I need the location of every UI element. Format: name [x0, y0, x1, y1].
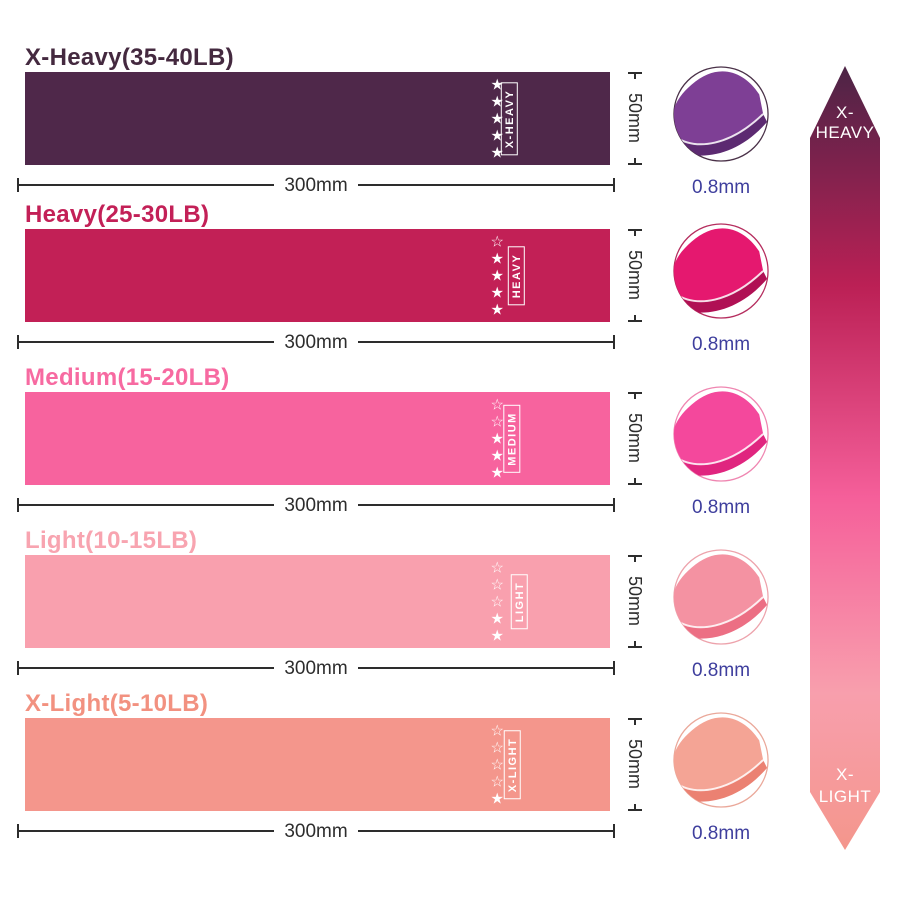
width-label: 300mm [284, 174, 348, 196]
dimension-line [357, 341, 614, 343]
height-label: 50mm [625, 576, 645, 627]
star-rating: ☆ ☆ ★ ★ ★ [490, 396, 504, 481]
dimension-tick [628, 640, 642, 648]
dimension-line [19, 341, 275, 343]
dimension-tick [17, 824, 19, 838]
thickness-photo: 0.8mm [668, 548, 774, 682]
width-dimension: 300mm [17, 494, 616, 516]
band-title: Heavy(25-30LB) [25, 201, 210, 228]
band-row-x-light: X-Light(5-10LB) ☆ ☆ ☆ ☆ ★ X-LIGHT 300mm … [0, 690, 900, 853]
thickness-photo: 0.8mm [668, 65, 774, 199]
band-fold-image [673, 66, 769, 162]
dimension-tick [17, 335, 19, 349]
dimension-line [357, 184, 614, 186]
band-title: Light(10-15LB) [25, 527, 198, 554]
width-label: 300mm [284, 331, 348, 353]
dimension-tick [613, 661, 616, 675]
dimension-tick [17, 498, 19, 512]
resistance-scale: X- HEAVY X- LIGHT [810, 66, 880, 855]
band-swatch: ☆ ☆ ☆ ☆ ★ X-LIGHT [25, 718, 610, 811]
dimension-line [19, 667, 275, 669]
band-strength-tag: X-LIGHT [503, 730, 521, 799]
band-title: Medium(15-20LB) [25, 364, 230, 391]
height-label: 50mm [625, 93, 645, 144]
thickness-photo: 0.8mm [668, 711, 774, 845]
band-fold-image [673, 712, 769, 808]
dimension-line [19, 830, 275, 832]
height-dimension: 50mm [620, 72, 650, 165]
scale-bottom-label-line2: LIGHT [819, 787, 872, 806]
dimension-tick [628, 314, 642, 322]
band-fold-image [673, 549, 769, 645]
height-label: 50mm [625, 739, 645, 790]
thickness-photo: 0.8mm [668, 385, 774, 519]
height-dimension: 50mm [620, 718, 650, 811]
band-title: X-Heavy(35-40LB) [25, 44, 234, 71]
band-strength-tag: LIGHT [510, 574, 528, 629]
dimension-tick [628, 803, 642, 811]
band-row-x-heavy: X-Heavy(35-40LB) ★ ★ ★ ★ ★ X-HEAVY 300mm… [0, 44, 900, 207]
star-rating: ★ ★ ★ ★ ★ [490, 76, 504, 161]
band-swatch: ☆ ☆ ☆ ★ ★ LIGHT [25, 555, 610, 648]
width-dimension: 300mm [17, 331, 616, 353]
scale-top-label-line2: HEAVY [816, 123, 875, 142]
height-label: 50mm [625, 250, 645, 301]
band-swatch: ★ ★ ★ ★ ★ X-HEAVY [25, 72, 610, 165]
width-label: 300mm [284, 820, 348, 842]
dimension-line [357, 504, 614, 506]
star-rating: ☆ ★ ★ ★ ★ [490, 233, 504, 318]
star-rating: ☆ ☆ ☆ ☆ ★ [490, 722, 504, 807]
scale-top-label-line1: X- [836, 103, 854, 122]
dimension-tick [613, 178, 616, 192]
height-dimension: 50mm [620, 392, 650, 485]
dimension-line [19, 504, 275, 506]
scale-bottom-label-line1: X- [836, 765, 854, 784]
height-label: 50mm [625, 413, 645, 464]
band-fold-image [673, 223, 769, 319]
band-fold-image [673, 386, 769, 482]
height-dimension: 50mm [620, 555, 650, 648]
dimension-tick [17, 661, 19, 675]
band-swatch: ☆ ★ ★ ★ ★ HEAVY [25, 229, 610, 322]
dimension-tick [17, 178, 19, 192]
dimension-tick [628, 157, 642, 165]
dimension-tick [628, 718, 642, 725]
thickness-label: 0.8mm [691, 334, 751, 355]
arrow-shape [810, 66, 880, 850]
resistance-scale-arrow: X- HEAVY X- LIGHT [810, 66, 880, 850]
dimension-tick [628, 72, 642, 79]
dimension-tick [628, 392, 642, 399]
star-rating: ☆ ☆ ☆ ★ ★ [490, 559, 504, 644]
width-dimension: 300mm [17, 657, 616, 679]
width-dimension: 300mm [17, 174, 616, 196]
thickness-label: 0.8mm [691, 660, 751, 681]
dimension-tick [613, 498, 616, 512]
band-row-light: Light(10-15LB) ☆ ☆ ☆ ★ ★ LIGHT 300mm 50m… [0, 527, 900, 690]
band-strength-tag: X-HEAVY [501, 82, 519, 155]
width-label: 300mm [284, 657, 348, 679]
dimension-line [357, 667, 614, 669]
dimension-line [19, 184, 275, 186]
thickness-label: 0.8mm [691, 497, 751, 518]
band-row-medium: Medium(15-20LB) ☆ ☆ ★ ★ ★ MEDIUM 300mm 5… [0, 364, 900, 527]
dimension-tick [628, 555, 642, 562]
width-dimension: 300mm [17, 820, 616, 842]
band-title: X-Light(5-10LB) [25, 690, 209, 717]
dimension-line [357, 830, 614, 832]
height-dimension: 50mm [620, 229, 650, 322]
dimension-tick [613, 824, 616, 838]
band-row-heavy: Heavy(25-30LB) ☆ ★ ★ ★ ★ HEAVY 300mm 50m… [0, 201, 900, 364]
thickness-photo: 0.8mm [668, 222, 774, 356]
thickness-label: 0.8mm [691, 177, 751, 198]
band-strength-tag: HEAVY [508, 246, 526, 305]
thickness-label: 0.8mm [691, 823, 751, 844]
dimension-tick [613, 335, 616, 349]
band-swatch: ☆ ☆ ★ ★ ★ MEDIUM [25, 392, 610, 485]
dimension-tick [628, 229, 642, 236]
width-label: 300mm [284, 494, 348, 516]
dimension-tick [628, 477, 642, 485]
band-strength-tag: MEDIUM [503, 404, 521, 473]
